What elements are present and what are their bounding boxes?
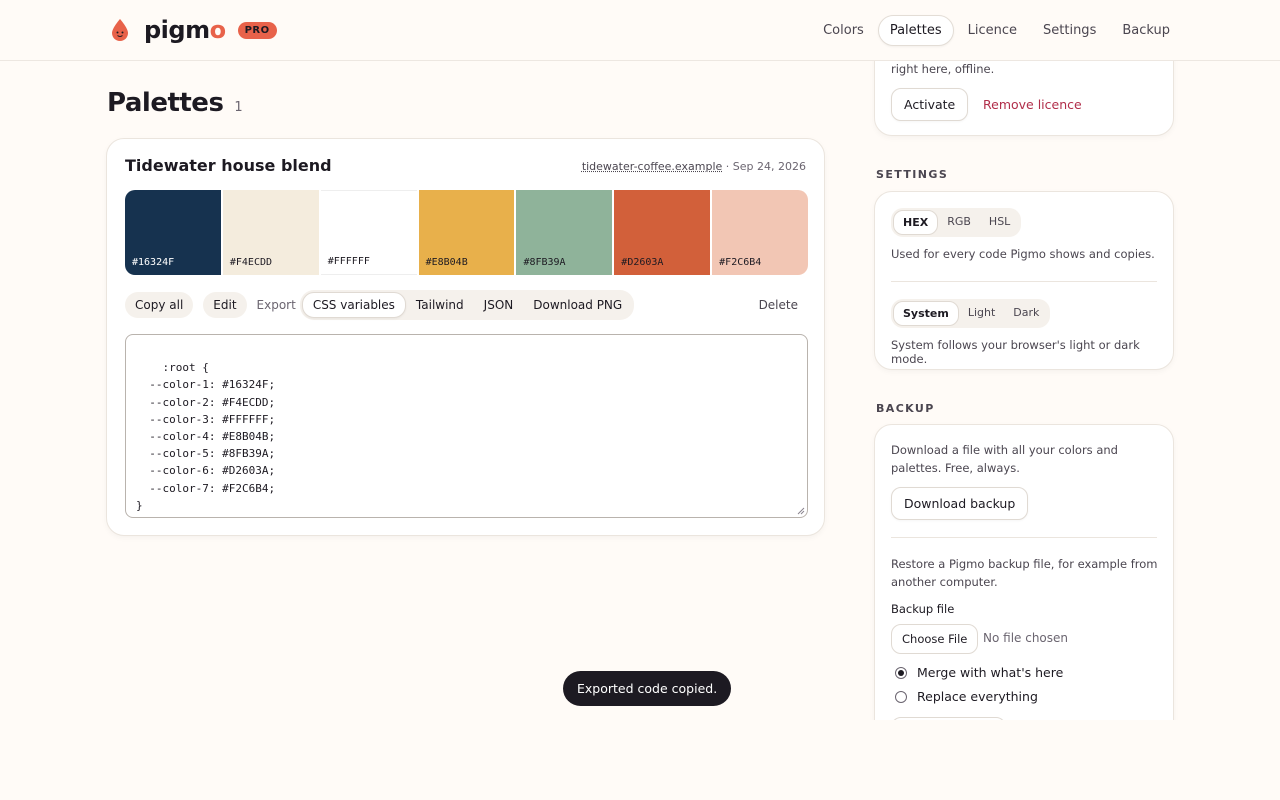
- swatch-hex: #8FB39A: [523, 257, 566, 268]
- swatch-hex: #D2603A: [621, 257, 664, 268]
- theme-dark[interactable]: Dark: [1013, 306, 1040, 319]
- activate-button[interactable]: Activate: [891, 88, 969, 121]
- backup-restore-text: Restore a Pigmo backup file, for example…: [891, 557, 1158, 589]
- palette-name: Tidewater house blend: [125, 156, 332, 175]
- swatch-hex: #E8B04B: [425, 257, 468, 268]
- theme-system[interactable]: System: [893, 301, 959, 326]
- nav-palettes[interactable]: Palettes: [877, 15, 954, 46]
- divider: [891, 281, 1157, 282]
- page-heading: Palettes: [107, 88, 224, 118]
- backup-file-label: Backup file: [891, 602, 955, 616]
- export-download-png[interactable]: Download PNG: [533, 298, 623, 312]
- export-code: :root { --color-1: #16324F; --color-2: #…: [136, 361, 276, 512]
- format-hex[interactable]: HEX: [893, 210, 939, 235]
- scroll-clip: [870, 720, 1180, 800]
- download-backup-button[interactable]: Download backup: [891, 487, 1029, 520]
- swatch[interactable]: #FFFFFF: [320, 190, 417, 275]
- theme-toggle: System Light Dark: [891, 299, 1051, 328]
- logo[interactable]: pigmo PRO: [110, 16, 277, 44]
- choose-file-button[interactable]: Choose File: [891, 624, 979, 654]
- swatch[interactable]: #E8B04B: [418, 190, 515, 275]
- nav-settings[interactable]: Settings: [1043, 23, 1097, 38]
- export-json[interactable]: JSON: [483, 298, 514, 312]
- logo-wordmark-accent: o: [209, 16, 227, 44]
- backup-section-title: BACKUP: [876, 402, 935, 415]
- palette-date: · Sep 24, 2026: [725, 160, 806, 173]
- swatch[interactable]: #F4ECDD: [222, 190, 319, 275]
- export-code-textarea[interactable]: :root { --color-1: #16324F; --color-2: #…: [125, 334, 808, 518]
- swatch[interactable]: #D2603A: [614, 190, 711, 275]
- delete-button[interactable]: Delete: [758, 298, 798, 312]
- radio-merge[interactable]: [895, 666, 907, 679]
- export-label: Export: [256, 298, 296, 312]
- format-hsl[interactable]: HSL: [988, 215, 1011, 228]
- radio-replace[interactable]: [895, 690, 907, 703]
- remove-licence-link[interactable]: Remove licence: [983, 97, 1082, 112]
- palette-source-link[interactable]: tidewater-coffee.example: [581, 160, 723, 173]
- export-tailwind[interactable]: Tailwind: [415, 298, 464, 312]
- backup-download-text: Download a file with all your colors and…: [891, 443, 1118, 475]
- logo-wordmark: pigmo: [144, 16, 226, 44]
- settings-card: HEX RGB HSL Used for every code Pigmo sh…: [874, 191, 1174, 370]
- export-css-variables[interactable]: CSS variables: [301, 292, 406, 318]
- replace-label: Replace everything: [917, 689, 1038, 704]
- top-bar: pigmo PRO Colors Palettes Licence Settin…: [0, 0, 1280, 61]
- merge-label: Merge with what's here: [917, 665, 1064, 680]
- edit-button[interactable]: Edit: [203, 292, 247, 318]
- format-help: Used for every code Pigmo shows and copi…: [891, 247, 1155, 261]
- no-file-chosen: No file chosen: [983, 631, 1069, 645]
- swatch-hex: #F4ECDD: [229, 257, 273, 268]
- swatch-strip: #16324F #F4ECDD #FFFFFF #E8B04B #8FB39A …: [125, 190, 808, 275]
- copy-all-button[interactable]: Copy all: [125, 292, 194, 318]
- backup-card: Download a file with all your colors and…: [874, 424, 1174, 747]
- palette-card: Tidewater house blend tidewater-coffee.e…: [106, 138, 825, 536]
- export-format-group: CSS variables Tailwind JSON Download PNG: [299, 290, 635, 320]
- format-rgb[interactable]: RGB: [947, 215, 971, 228]
- palette-count: 1: [234, 100, 243, 115]
- swatch-hex: #FFFFFF: [327, 256, 370, 267]
- merge-radio-option[interactable]: Merge with what's here: [895, 665, 1063, 680]
- licence-text: right here, offline.: [891, 62, 995, 76]
- toast-notification: Exported code copied.: [563, 671, 732, 706]
- palette-meta: tidewater-coffee.example · Sep 24, 2026: [582, 160, 806, 173]
- swatch-hex: #16324F: [132, 257, 175, 268]
- drop-logo-icon: [110, 18, 130, 42]
- swatch[interactable]: #F2C6B4: [712, 190, 808, 275]
- divider: [891, 537, 1157, 538]
- logo-wordmark-main: pigm: [144, 16, 210, 44]
- settings-section-title: SETTINGS: [876, 168, 949, 181]
- main-nav: Colors Palettes Licence Settings Backup: [811, 15, 1182, 46]
- nav-colors[interactable]: Colors: [823, 23, 864, 38]
- swatch-hex: #F2C6B4: [719, 257, 762, 268]
- swatch[interactable]: #16324F: [125, 190, 221, 275]
- replace-radio-option[interactable]: Replace everything: [895, 689, 1038, 704]
- theme-light[interactable]: Light: [967, 306, 996, 319]
- resize-grip-icon[interactable]: [797, 507, 805, 515]
- nav-licence[interactable]: Licence: [967, 23, 1018, 38]
- color-format-toggle: HEX RGB HSL: [891, 208, 1022, 237]
- pro-badge: PRO: [237, 21, 277, 39]
- page-title: Palettes 1: [107, 88, 243, 118]
- nav-backup[interactable]: Backup: [1122, 23, 1170, 38]
- theme-help: System follows your browser's light or d…: [891, 338, 1140, 366]
- swatch[interactable]: #8FB39A: [516, 190, 613, 275]
- palette-actions: Copy all Edit Export CSS variables Tailw…: [125, 290, 808, 320]
